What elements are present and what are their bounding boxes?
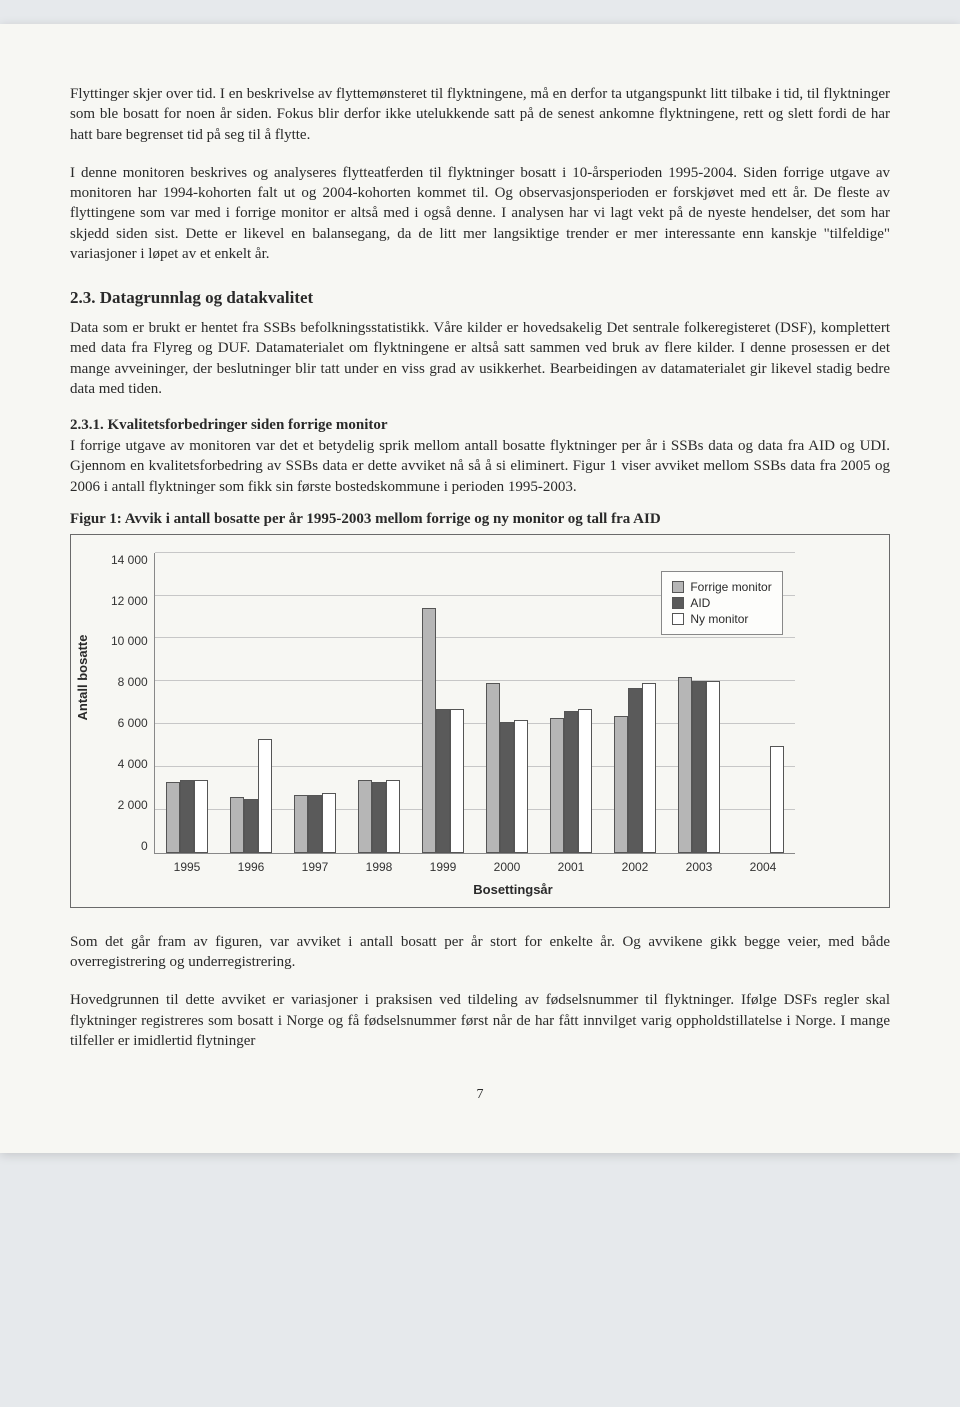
chart-bar bbox=[500, 722, 514, 853]
heading-2-3: 2.3. Datagrunnlag og datakvalitet bbox=[70, 288, 890, 308]
chart-bar bbox=[706, 681, 720, 852]
chart-plot: Forrige monitor AID Ny monitor bbox=[154, 553, 795, 854]
chart-bar-group bbox=[539, 553, 603, 853]
chart-bar bbox=[450, 709, 464, 853]
chart-bar bbox=[322, 793, 336, 853]
chart-bar bbox=[166, 782, 180, 853]
chart-bar bbox=[436, 709, 450, 853]
chart-bar bbox=[614, 716, 628, 853]
chart-bar bbox=[642, 683, 656, 852]
chart-plot-area: 14 00012 00010 0008 0006 0004 0002 0000 … bbox=[111, 553, 871, 854]
chart-legend-swatch bbox=[672, 581, 684, 593]
chart-bar bbox=[194, 780, 208, 853]
chart-bar bbox=[628, 688, 642, 853]
chart-bar bbox=[180, 780, 194, 853]
chart-xtick-label: 2000 bbox=[475, 860, 539, 874]
chart-bar bbox=[258, 739, 272, 853]
paragraph-2-3: Data som er brukt er hentet fra SSBs bef… bbox=[70, 318, 890, 399]
chart-legend: Forrige monitor AID Ny monitor bbox=[661, 571, 782, 635]
chart-bar bbox=[692, 681, 706, 852]
paragraph-2: I denne monitoren beskrives og analysere… bbox=[70, 163, 890, 264]
chart-bar bbox=[678, 677, 692, 853]
chart-bar bbox=[564, 711, 578, 852]
chart-bar bbox=[230, 797, 244, 853]
chart-bar-group bbox=[347, 553, 411, 853]
chart-legend-swatch bbox=[672, 613, 684, 625]
chart-xtick-label: 1999 bbox=[411, 860, 475, 874]
chart-bar-group bbox=[219, 553, 283, 853]
chart-bar bbox=[244, 799, 258, 853]
chart-legend-row: Ny monitor bbox=[672, 612, 771, 626]
chart-xtick-label: 1998 bbox=[347, 860, 411, 874]
chart-bar bbox=[422, 608, 436, 852]
chart-bar bbox=[578, 709, 592, 853]
chart-bar bbox=[372, 782, 386, 853]
chart-ytick-label: 10 000 bbox=[111, 634, 148, 648]
paragraph-1: Flyttinger skjer over tid. I en beskrive… bbox=[70, 84, 890, 145]
chart-xtick-label: 2004 bbox=[731, 860, 795, 874]
paragraph-2-3-1: I forrige utgave av monitoren var det et… bbox=[70, 436, 890, 497]
chart-xticks: 1995199619971998199920002001200220032004 bbox=[111, 860, 795, 874]
chart-bar bbox=[550, 718, 564, 853]
chart-bar bbox=[486, 683, 500, 852]
chart-legend-row: AID bbox=[672, 596, 771, 610]
chart-ytick-label: 4 000 bbox=[111, 757, 148, 771]
chart-bar bbox=[358, 780, 372, 853]
chart-ytick-label: 0 bbox=[111, 839, 148, 853]
paragraph-4: Hovedgrunnen til dette avviket er varias… bbox=[70, 990, 890, 1051]
figure-1-chart: Antall bosatte 14 000 12 000 10 000 8 000 6 … bbox=[70, 534, 890, 908]
chart-bar-group bbox=[475, 553, 539, 853]
chart-bar bbox=[308, 795, 322, 853]
chart-ytick-label: 2 000 bbox=[111, 798, 148, 812]
chart-bar bbox=[770, 746, 784, 853]
page-number: 7 bbox=[70, 1087, 890, 1103]
chart-xtick-label: 2002 bbox=[603, 860, 667, 874]
document-page: Flyttinger skjer over tid. I en beskrive… bbox=[0, 24, 960, 1153]
chart-legend-label: Ny monitor bbox=[690, 612, 748, 626]
chart-xtick-label: 1996 bbox=[219, 860, 283, 874]
chart-xtick-label: 2003 bbox=[667, 860, 731, 874]
chart-bar-group bbox=[603, 553, 667, 853]
chart-ytick-label: 12 000 bbox=[111, 594, 148, 608]
chart-legend-label: AID bbox=[690, 596, 710, 610]
chart-ytick-label: 8 000 bbox=[111, 675, 148, 689]
chart-xtick-label: 1995 bbox=[155, 860, 219, 874]
chart-xtick-label: 2001 bbox=[539, 860, 603, 874]
chart-ytick-label: 6 000 bbox=[111, 716, 148, 730]
chart-ylabel: Antall bosatte bbox=[75, 635, 90, 721]
paragraph-3: Som det går fram av figuren, var avviket… bbox=[70, 932, 890, 973]
chart-yticks: 14 000 12 000 10 000 8 000 6 000 4 000 2 000 0 bbox=[111, 553, 154, 853]
chart-legend-label: Forrige monitor bbox=[690, 580, 771, 594]
heading-2-3-1: 2.3.1. Kvalitetsforbedringer siden forri… bbox=[70, 417, 890, 434]
chart-bar-group bbox=[283, 553, 347, 853]
chart-bar bbox=[514, 720, 528, 853]
chart-ytick-label: 14 000 bbox=[111, 553, 148, 567]
chart-bar bbox=[386, 780, 400, 853]
chart-xtick-label: 1997 bbox=[283, 860, 347, 874]
chart-bar-group bbox=[155, 553, 219, 853]
figure-1-caption: Figur 1: Avvik i antall bosatte per år 1… bbox=[70, 511, 890, 528]
chart-bar-group bbox=[411, 553, 475, 853]
chart-legend-row: Forrige monitor bbox=[672, 580, 771, 594]
chart-xlabel: Bosettingsår bbox=[111, 882, 871, 897]
chart-bar bbox=[294, 795, 308, 853]
chart-legend-swatch bbox=[672, 597, 684, 609]
